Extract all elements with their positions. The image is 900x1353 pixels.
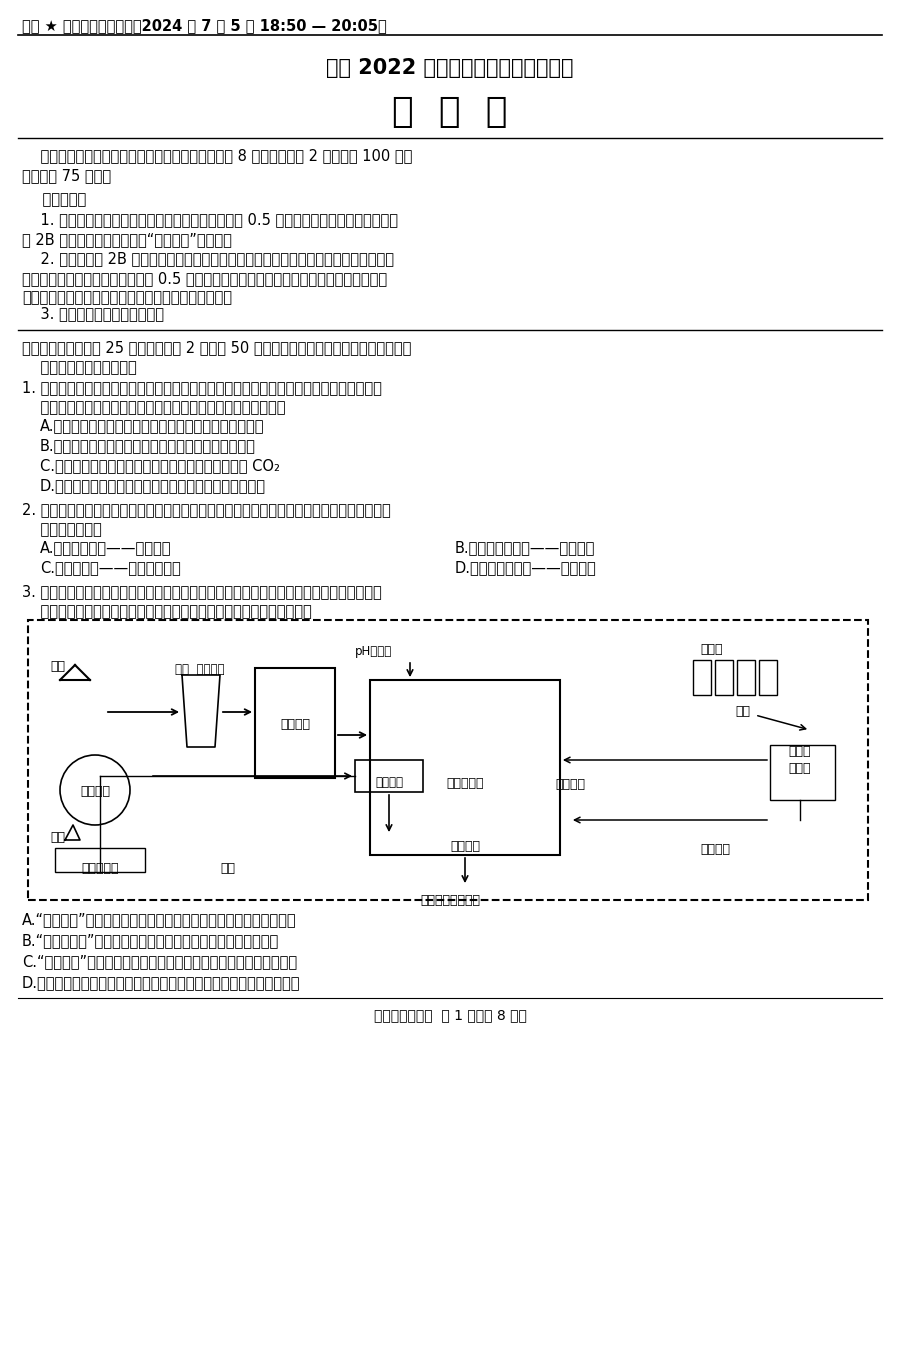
Text: 调制: 调制: [735, 705, 750, 718]
Text: 注意事项：: 注意事项：: [22, 192, 86, 207]
Text: 蒸汽: 蒸汽: [50, 831, 65, 844]
Text: D.青霉素是黄青霉的代谢物，可以采用提取、分离和纯化等措施来获得: D.青霉素是黄青霉的代谢物，可以采用提取、分离和纯化等措施来获得: [22, 976, 301, 990]
Text: 2. 酵母菌纯培养时，会用到多种药品和器械。下列对材料、用具进行相应的消毒或灭菌处理，
    最恰当的一组是: 2. 酵母菌纯培养时，会用到多种药品和器械。下列对材料、用具进行相应的消毒或灭菌…: [22, 502, 391, 537]
Text: 纯粹分离: 纯粹分离: [80, 785, 110, 798]
Text: 连续蒸煮: 连续蒸煮: [700, 843, 730, 856]
Bar: [355, 760, 423, 792]
Text: C.超净工作台——苯酚和紫外线: C.超净工作台——苯酚和紫外线: [40, 560, 181, 575]
Text: 接种: 接种: [50, 660, 65, 672]
Bar: [28, 620, 868, 900]
Bar: [715, 660, 733, 695]
Bar: [370, 681, 560, 855]
Text: 培养基
制备罐: 培养基 制备罐: [788, 746, 811, 775]
Text: 菌体分离、后处理: 菌体分离、后处理: [420, 894, 480, 907]
Text: 通气: 通气: [220, 862, 235, 875]
Bar: [759, 660, 777, 695]
Text: 原料槽: 原料槽: [700, 643, 723, 656]
Text: 保密 ★ 启用前【考试时间：2024 年 7 月 5 日 18:50 — 20:05】: 保密 ★ 启用前【考试时间：2024 年 7 月 5 日 18:50 — 20:…: [22, 18, 387, 32]
Text: 1. 四川泡菜自古延续至今有三千多年的历史。泡菜制作技艺在传承中不断创新，泡菜的种类
    繁多，风味各具特色。下列有关家庭泡菜制作的叙述，正确的是: 1. 四川泡菜自古延续至今有三千多年的历史。泡菜制作技艺在传承中不断创新，泡菜的…: [22, 380, 382, 415]
Text: 3. 黄青霉能较好的利用淀粉水解糖，且具有较高的青霉素产量，常用于青霉素的工业化生产
    现代抗生素工业生产过程如下图所示，对其生产过程的分析，错误的是: 3. 黄青霉能较好的利用淀粉水解糖，且具有较高的青霉素产量，常用于青霉素的工业化…: [22, 584, 382, 618]
Text: 一、选择题（本题共 25 小题，每小题 2 分，共 50 分，每小题给出的四个选项中，只有一个
    选项是符合题目要求的）: 一、选择题（本题共 25 小题，每小题 2 分，共 50 分，每小题给出的四个选…: [22, 340, 411, 375]
Text: C.发酵过程中，菜坛冒气泡是乳酸菌无氧呼吸生成的 CO₂: C.发酵过程中，菜坛冒气泡是乳酸菌无氧呼吸生成的 CO₂: [40, 459, 280, 474]
Text: D.检测亚硝酸盐的含量变化，其数值开始降低时即可食用: D.检测亚硝酸盐的含量变化，其数值开始降低时即可食用: [40, 478, 266, 492]
Text: 摇瓶  种母培养: 摇瓶 种母培养: [175, 663, 224, 676]
Bar: [693, 660, 711, 695]
Text: 蒸煮杀菌: 蒸煮杀菌: [555, 778, 585, 792]
Text: 1. 答题前，考生务必将自己的学校、班级、姓名用 0.5 毫米黑色签字笔填写清楚，同时
用 2B 铅笔将考号准确填涂在“准考证号”栏目内。: 1. 答题前，考生务必将自己的学校、班级、姓名用 0.5 毫米黑色签字笔填写清楚…: [22, 212, 398, 246]
Text: 2. 选择题使用 2B 铅笔填涂在答题卡对应题目标号的位置上，如需改动，用橡皮擦擦干
净后再选涂其它答案；非选择题用 0.5 毫米黑色签字笔书写在答题卡的对应框: 2. 选择题使用 2B 铅笔填涂在答题卡对应题目标号的位置上，如需改动，用橡皮擦…: [22, 252, 394, 306]
Text: 高二生物试题卷  第 1 页（共 8 页）: 高二生物试题卷 第 1 页（共 8 页）: [374, 1008, 526, 1022]
Bar: [55, 848, 145, 871]
Text: 空气压缩机: 空气压缩机: [81, 862, 119, 875]
Text: pH调节液: pH调节液: [355, 645, 392, 658]
Text: A.马铃薯培养基——干热灭菌: A.马铃薯培养基——干热灭菌: [40, 540, 172, 555]
Text: 生  物  学: 生 物 学: [392, 95, 508, 129]
Text: A.加入陈泡菜水，是因为新鲜蔬菜表面没有厌氧型乳酸菌: A.加入陈泡菜水，是因为新鲜蔬菜表面没有厌氧型乳酸菌: [40, 418, 265, 433]
Text: 本试卷分为试题卷和答题卡两部分，其中试题卷共 8 页；答题卡共 2 页，满分 100 分，
考试时间 75 分钟。: 本试卷分为试题卷和答题卡两部分，其中试题卷共 8 页；答题卡共 2 页，满分 1…: [22, 147, 412, 183]
Text: C.“主发酵罐”是发酵工程的核心，需要随时检测培养液中微生物数量: C.“主发酵罐”是发酵工程的核心，需要随时检测培养液中微生物数量: [22, 954, 297, 969]
Text: 3. 考试结束后将答题卡收回。: 3. 考试结束后将答题卡收回。: [22, 306, 164, 321]
Bar: [770, 746, 835, 800]
Bar: [255, 668, 335, 778]
Text: 无菌空气: 无菌空气: [375, 777, 403, 789]
Text: 主要酵罐: 主要酵罐: [450, 840, 480, 852]
Text: A.“纯粹分离”采用的接种方法是平板划线法，能提高青霉素产品质量: A.“纯粹分离”采用的接种方法是平板划线法，能提高青霉素产品质量: [22, 912, 297, 927]
Text: 高中 2022 级第二学年末教学质量测试: 高中 2022 级第二学年末教学质量测试: [326, 58, 574, 78]
Text: B.“淀粉水解糖”可通过大麦种子发芽产生的淀粉酶分解淀粉形成: B.“淀粉水解糖”可通过大麦种子发芽产生的淀粉酶分解淀粉形成: [22, 934, 279, 948]
Bar: [737, 660, 755, 695]
Text: D.接种环、涂布器——湿热灭菌: D.接种环、涂布器——湿热灭菌: [455, 560, 597, 575]
Text: 种母培养: 种母培养: [280, 718, 310, 731]
Text: 微生物发酵: 微生物发酵: [446, 777, 484, 790]
Text: B.微量移液器枪头——酒精消毒: B.微量移液器枪头——酒精消毒: [455, 540, 596, 555]
Text: B.盐水煮沸，冷却待用，有助于提高泡菜制作的成功率: B.盐水煮沸，冷却待用，有助于提高泡菜制作的成功率: [40, 438, 256, 453]
